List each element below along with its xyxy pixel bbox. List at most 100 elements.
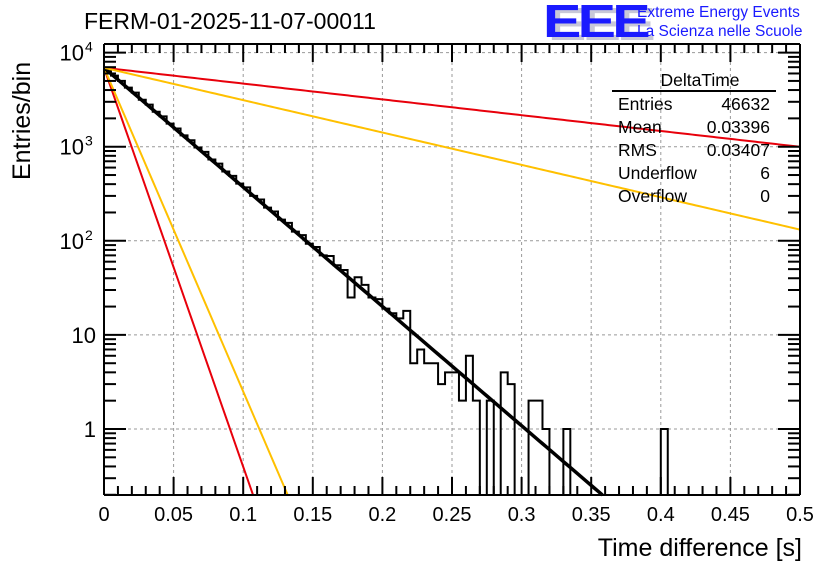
eee-logo-mark: EEE (543, 0, 651, 47)
x-tick-label: 0 (98, 504, 109, 526)
x-tick-label: 0.3 (508, 504, 536, 526)
histogram-bin (473, 401, 480, 495)
histogram-bin (362, 285, 369, 495)
histogram-bin (139, 100, 146, 495)
stats-value: 6 (760, 163, 770, 183)
histogram-bin (368, 297, 375, 495)
stats-label: Entries (618, 94, 673, 114)
histogram-bin (181, 135, 188, 495)
histogram-bin (459, 401, 466, 495)
fit-curve-fit (102, 66, 604, 497)
histogram-bin (403, 311, 410, 495)
histogram-bin (313, 247, 320, 495)
histogram-bin (501, 372, 508, 495)
y-axis-label: Entries/bin (8, 61, 36, 180)
fit-curve-steep-yellow (103, 67, 289, 496)
fit-curves (102, 66, 801, 497)
histogram-bin (487, 401, 494, 495)
x-tick-label: 0.15 (293, 504, 332, 526)
histogram-bin (132, 93, 139, 495)
histogram-bin (271, 211, 278, 495)
histogram-bin (146, 105, 153, 495)
histogram-bin (424, 363, 431, 495)
histogram-bin (508, 384, 515, 495)
histogram-bin (285, 223, 292, 495)
stats-row-underflow: Underflow 6 (612, 162, 776, 185)
histogram-bin (355, 277, 362, 495)
tick-labels: 0 0.05 0.1 0.15 0.2 0.25 0.3 0.35 0.4 0.45 0.5 1 10 1… (60, 39, 814, 526)
x-tick-label: 0.25 (433, 504, 472, 526)
y-tick-label: 10 (60, 229, 84, 254)
histogram-bin (222, 172, 229, 495)
histogram-bin (306, 244, 313, 495)
stats-row-overflow: Overflow 0 (612, 185, 776, 208)
histogram-bin (201, 152, 208, 495)
x-tick-label: 0.05 (154, 504, 193, 526)
histogram-bin (375, 299, 382, 495)
y-tick-label: 1 (84, 417, 96, 442)
stats-row-mean: Mean 0.03396 (612, 116, 776, 139)
histogram-bin (188, 140, 195, 495)
histogram-bin (104, 69, 111, 495)
histogram-bin (327, 256, 334, 495)
histogram-bin (348, 297, 355, 495)
x-tick-label: 0.2 (368, 504, 396, 526)
histogram-bin (410, 363, 417, 495)
stats-label: Overflow (618, 186, 688, 206)
histogram-bin (536, 401, 543, 495)
histogram-bin (529, 401, 536, 495)
histogram-bin (431, 363, 438, 495)
histogram-bin (153, 112, 160, 495)
histogram-bin (661, 429, 668, 495)
histogram-bin (174, 129, 181, 495)
histogram-bin (341, 270, 348, 495)
histogram-bin (396, 318, 403, 495)
histogram-bin (264, 208, 271, 495)
histogram-bin (445, 372, 452, 495)
histogram-bin (215, 164, 222, 495)
stats-value: 0.03396 (706, 117, 770, 137)
stats-divider (612, 90, 776, 92)
y-tick-label-exponent: 2 (85, 227, 93, 243)
histogram-bin (111, 76, 118, 495)
histogram-bin (320, 255, 327, 495)
y-tick-label-exponent: 4 (85, 39, 93, 55)
x-tick-label: 0.35 (572, 504, 611, 526)
histogram-bin (452, 372, 459, 495)
histogram-bin (382, 309, 389, 495)
fit-curves-steep (103, 67, 289, 496)
logo-text-line2: La Scienza nelle Scuole (637, 23, 803, 40)
stats-box: DeltaTime Entries 46632 Mean 0.03396 RMS… (612, 70, 776, 208)
histogram-bin (389, 313, 396, 495)
stats-row-rms: RMS 0.03407 (612, 139, 776, 162)
histogram-bin (542, 429, 549, 495)
histogram-bin (299, 235, 306, 495)
logo-text-line1: Extreme Energy Events (637, 4, 800, 21)
fit-curve-steep-red (103, 67, 255, 496)
x-tick-label: 0.1 (229, 504, 257, 526)
x-tick-label: 0.5 (786, 504, 814, 526)
y-tick-label-exponent: 3 (85, 133, 93, 149)
histogram-bin (257, 199, 264, 495)
histogram-bin (125, 88, 132, 495)
histogram-bin (229, 176, 236, 495)
x-axis-label: Time difference [s] (597, 534, 802, 562)
histogram-bin (417, 349, 424, 495)
stats-label: Underflow (618, 163, 697, 183)
histogram-bin (292, 232, 299, 495)
histogram-bin (250, 196, 257, 495)
histogram-bin (278, 220, 285, 495)
histogram-bin (243, 187, 250, 495)
histogram-bin (334, 265, 341, 495)
y-tick-label: 10 (60, 41, 84, 66)
stats-title: DeltaTime (660, 70, 740, 90)
y-tick-label: 10 (60, 135, 84, 160)
histogram-bin (236, 184, 243, 495)
fit-curve-upper-yellow (103, 66, 801, 231)
y-tick-label: 10 (72, 323, 96, 348)
stats-value: 46632 (721, 94, 770, 114)
stats-row-entries: Entries 46632 (612, 93, 776, 116)
x-tick-label: 0.4 (647, 504, 675, 526)
stats-label: Mean (618, 117, 662, 137)
